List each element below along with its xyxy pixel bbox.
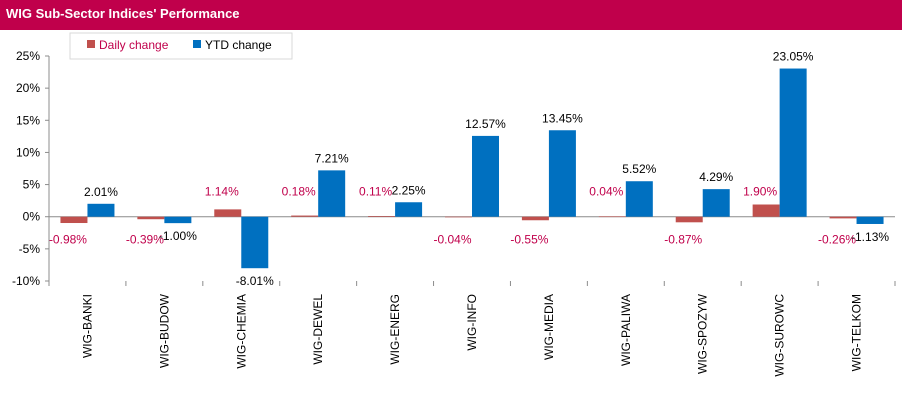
bar-daily-change — [368, 216, 396, 217]
category-label: WIG-SUROWC — [773, 294, 787, 377]
bar-daily-change — [445, 216, 472, 218]
data-label-ytd: 2.01% — [84, 185, 118, 199]
data-label-daily: 0.18% — [282, 185, 316, 199]
category-label: WIG-BUDOW — [157, 293, 171, 368]
y-tick-label: 0% — [23, 210, 41, 224]
bar-daily-change — [675, 216, 703, 223]
legend-box — [69, 32, 293, 60]
category-label: WIG-SPOZYW — [696, 293, 710, 374]
bar-daily-change — [291, 215, 319, 217]
chart-title-bar: WIG Sub-Sector Indices' Performance — [0, 0, 902, 30]
data-label-daily: -0.26% — [818, 233, 856, 247]
bar-ytd-change — [702, 189, 730, 217]
axes: -10% -5% 0% 5% 10% 15% 20% 25% — [12, 49, 896, 288]
data-labels: -0.98% 2.01% -0.39%-1.00% 1.14% -8.01% 0.18% 7… — [49, 50, 889, 289]
category-label: WIG-TELKOM — [850, 294, 864, 371]
category-label: WIG-PALIWA — [619, 294, 633, 366]
bar-daily-change — [521, 216, 549, 221]
y-tick-label: 5% — [23, 178, 41, 192]
data-label-daily: 0.04% — [589, 185, 623, 199]
data-label-ytd: 12.57% — [465, 117, 506, 131]
category-label: WIG-DEWEL — [311, 294, 325, 365]
bar-ytd-change — [87, 203, 115, 217]
data-label-daily: -0.04% — [433, 233, 471, 247]
bar-ytd-change — [241, 216, 269, 269]
data-label-daily: -0.39% — [126, 233, 164, 247]
data-label-daily: -0.55% — [510, 233, 548, 247]
legend-swatch-ytd — [193, 40, 201, 48]
bar-ytd-change — [164, 216, 192, 224]
data-label-ytd: 2.25% — [392, 183, 426, 197]
bar-ytd-change — [856, 216, 884, 224]
bar-ytd-change — [548, 130, 576, 217]
data-label-ytd: 23.05% — [773, 50, 814, 64]
legend-label-daily: Daily change — [99, 38, 169, 52]
data-label-daily: 1.90% — [743, 185, 777, 199]
bar-ytd-change — [318, 170, 346, 217]
bar-ytd-change — [625, 181, 653, 217]
data-label-ytd: 4.29% — [699, 170, 733, 184]
bars — [60, 68, 884, 269]
bar-daily-change — [752, 204, 780, 217]
category-label: WIG-ENERG — [388, 294, 402, 365]
bar-daily-change — [829, 216, 857, 219]
category-label: WIG-MEDIA — [542, 294, 556, 360]
legend-label-ytd: YTD change — [205, 38, 272, 52]
category-label: WIG-CHEMIA — [234, 294, 248, 369]
bar-ytd-change — [472, 135, 499, 217]
y-tick-label: 15% — [16, 113, 40, 127]
bar-daily-change — [60, 216, 88, 224]
bar-daily-change — [598, 216, 626, 218]
bar-ytd-change — [779, 68, 807, 217]
bar-ytd-change — [395, 202, 423, 217]
y-tick-label: 20% — [16, 81, 40, 95]
data-label-daily: -0.87% — [664, 233, 702, 247]
data-label-daily: -0.98% — [49, 233, 87, 247]
chart-title: WIG Sub-Sector Indices' Performance — [6, 6, 240, 21]
bar-chart: -10% -5% 0% 5% 10% 15% 20% 25% -0.98% 2.01% -0.39… — [12, 32, 896, 377]
data-label-daily: 1.14% — [205, 185, 239, 199]
category-label: WIG-INFO — [465, 294, 479, 351]
y-tick-label: -10% — [12, 274, 40, 288]
y-tick-label: 10% — [16, 145, 40, 159]
data-label-ytd: -1.00% — [159, 229, 197, 243]
y-tick-label: 25% — [16, 49, 40, 63]
y-tick-label: -5% — [19, 242, 41, 256]
legend-swatch-daily — [87, 40, 95, 48]
legend: Daily change YTD change — [69, 32, 293, 60]
data-label-ytd: 7.21% — [315, 151, 349, 165]
data-label-ytd: -8.01% — [236, 274, 274, 288]
category-label: WIG-BANKI — [80, 294, 94, 358]
data-label-ytd: -1.13% — [851, 230, 889, 244]
bar-daily-change — [137, 216, 165, 220]
data-label-daily: 0.11% — [359, 185, 392, 199]
data-label-ytd: 5.52% — [622, 162, 656, 176]
category-labels: WIG-BANKI WIG-BUDOW WIG-CHEMIA WIG-DEWEL WIG… — [80, 293, 863, 376]
data-label-ytd: 13.45% — [542, 111, 583, 125]
bar-daily-change — [214, 209, 242, 217]
